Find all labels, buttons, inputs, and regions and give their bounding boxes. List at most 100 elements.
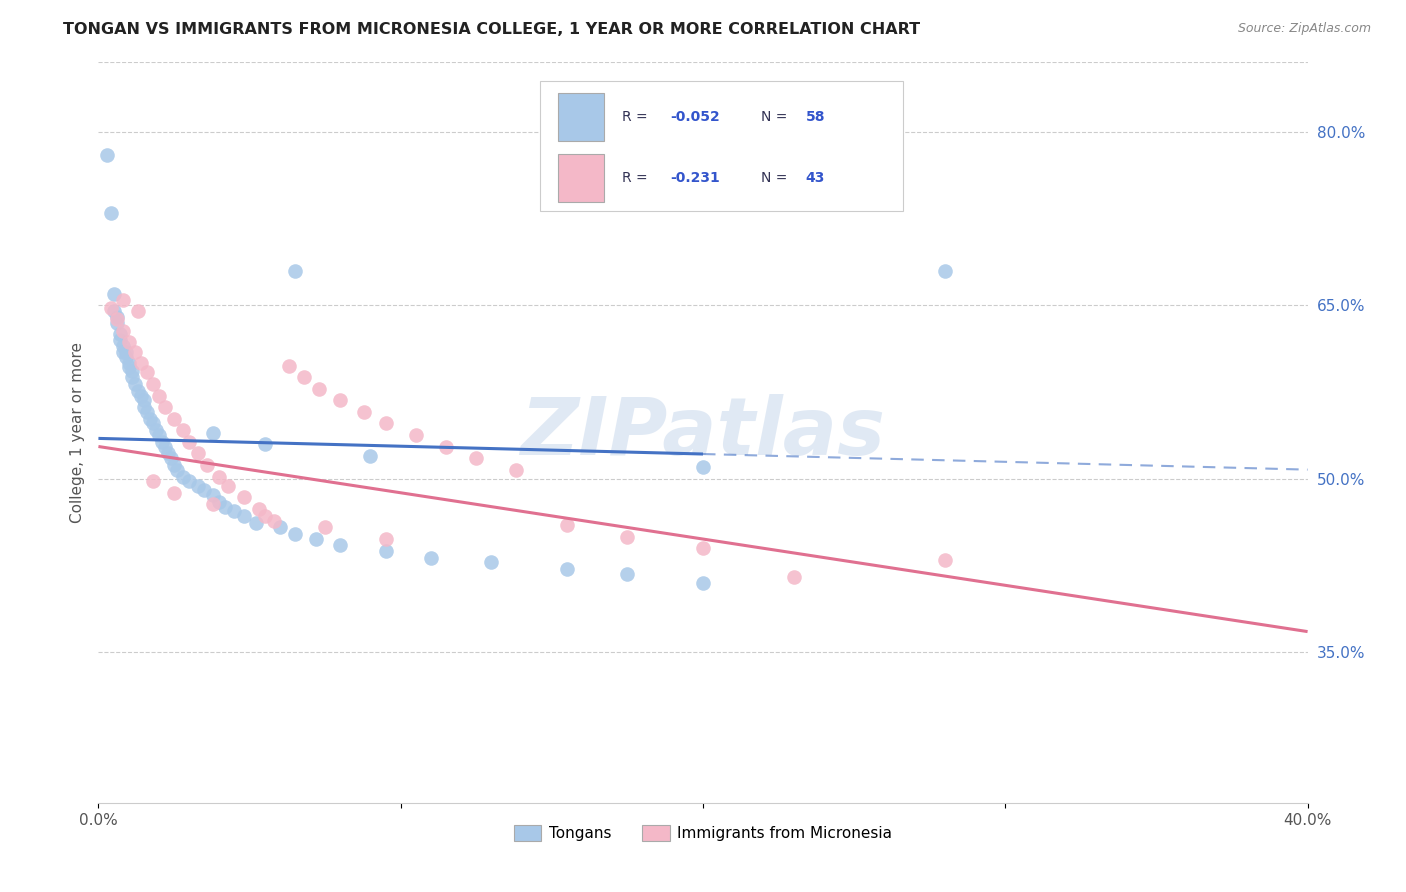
Point — [179, 434, 201, 449]
Point — [135, 405, 157, 419]
Text: ZIPatlas: ZIPatlas — [520, 393, 886, 472]
Point — [187, 446, 209, 460]
Point — [111, 293, 134, 307]
Text: N =: N = — [761, 171, 792, 186]
Point — [148, 428, 170, 442]
Point — [616, 530, 638, 544]
Point — [118, 335, 141, 350]
Point — [253, 508, 276, 523]
Point — [135, 366, 157, 380]
Point — [329, 393, 352, 408]
Point — [156, 446, 179, 460]
Point — [127, 304, 149, 318]
Text: R =: R = — [621, 171, 652, 186]
Point — [103, 304, 125, 318]
Point — [360, 449, 382, 463]
Point — [139, 411, 162, 425]
Point — [277, 359, 299, 373]
Point — [692, 541, 714, 556]
Point — [253, 437, 276, 451]
Legend: Tongans, Immigrants from Micronesia: Tongans, Immigrants from Micronesia — [508, 819, 898, 847]
Point — [142, 474, 165, 488]
Text: Source: ZipAtlas.com: Source: ZipAtlas.com — [1237, 22, 1371, 36]
Point — [934, 553, 956, 567]
Point — [108, 327, 131, 342]
Point — [308, 382, 330, 396]
Point — [148, 389, 170, 403]
Text: TONGAN VS IMMIGRANTS FROM MICRONESIA COLLEGE, 1 YEAR OR MORE CORRELATION CHART: TONGAN VS IMMIGRANTS FROM MICRONESIA COL… — [63, 22, 921, 37]
Text: -0.231: -0.231 — [671, 171, 720, 186]
Point — [374, 417, 396, 431]
Text: R =: R = — [621, 111, 652, 124]
Point — [187, 479, 209, 493]
Point — [163, 485, 186, 500]
Point — [100, 206, 122, 220]
Point — [111, 339, 134, 353]
Point — [145, 423, 167, 437]
Point — [245, 516, 267, 530]
Point — [314, 520, 336, 534]
Text: 58: 58 — [806, 111, 825, 124]
Point — [374, 543, 396, 558]
Point — [96, 148, 118, 162]
Point — [132, 393, 155, 408]
Point — [555, 562, 578, 576]
Point — [114, 344, 136, 359]
Point — [284, 527, 307, 541]
Point — [934, 263, 956, 277]
Point — [121, 370, 143, 384]
Y-axis label: College, 1 year or more: College, 1 year or more — [69, 343, 84, 523]
Point — [105, 316, 128, 330]
Point — [142, 377, 165, 392]
Point — [692, 460, 714, 475]
Point — [100, 301, 122, 315]
Point — [202, 488, 225, 502]
Point — [465, 451, 488, 466]
Text: N =: N = — [761, 111, 792, 124]
Point — [374, 532, 396, 546]
Point — [202, 425, 225, 440]
Point — [195, 458, 218, 472]
Point — [353, 405, 375, 419]
Point — [172, 423, 194, 437]
Point — [172, 469, 194, 483]
Point — [193, 483, 215, 498]
Point — [163, 411, 186, 425]
Point — [111, 324, 134, 338]
Point — [305, 532, 328, 546]
Point — [481, 555, 503, 569]
Point — [153, 440, 176, 454]
Point — [616, 566, 638, 581]
Bar — [558, 154, 603, 202]
Point — [505, 462, 527, 476]
Point — [232, 508, 254, 523]
Text: -0.052: -0.052 — [671, 111, 720, 124]
Point — [127, 384, 149, 398]
Point — [405, 428, 427, 442]
Point — [108, 333, 131, 347]
Point — [111, 344, 134, 359]
Point — [105, 310, 128, 324]
Point — [692, 576, 714, 591]
Point — [247, 502, 270, 516]
Point — [124, 344, 146, 359]
Point — [292, 370, 315, 384]
Point — [114, 351, 136, 365]
Point — [153, 400, 176, 414]
Point — [208, 495, 231, 509]
Bar — [558, 93, 603, 141]
Point — [420, 550, 443, 565]
Point — [263, 514, 285, 528]
Point — [121, 364, 143, 378]
Point — [202, 497, 225, 511]
Point — [150, 434, 173, 449]
Point — [269, 520, 291, 534]
Point — [118, 356, 141, 370]
Point — [555, 518, 578, 533]
Point — [142, 417, 165, 431]
Point — [166, 462, 188, 476]
Point — [217, 479, 239, 493]
Point — [224, 504, 246, 518]
Point — [232, 491, 254, 505]
Point — [132, 400, 155, 414]
